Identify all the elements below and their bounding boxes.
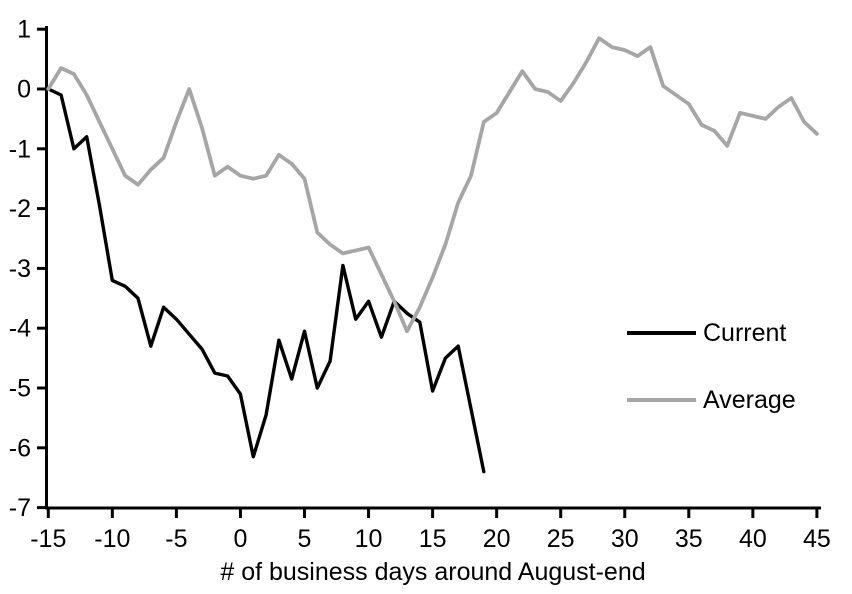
y-tick-label: -3	[9, 255, 31, 283]
y-tick-label: -7	[9, 494, 31, 522]
legend-label-current: Current	[703, 319, 787, 347]
legend-label-average: Average	[703, 386, 796, 414]
y-tick-label: 1	[17, 16, 31, 44]
legend-swatch-current-line	[627, 331, 696, 335]
legend-item-current: Current	[627, 319, 786, 347]
y-tick-label: -6	[9, 434, 31, 462]
x-tick-label: 45	[803, 525, 831, 553]
x-tick-label: 20	[483, 525, 511, 553]
series-line-average	[46, 36, 819, 334]
y-tick-label: -4	[9, 315, 31, 343]
x-tick-label: 25	[547, 525, 575, 553]
legend-item-average: Average	[627, 386, 796, 414]
x-tick-label: 35	[675, 525, 703, 553]
y-tick-label: -5	[9, 375, 31, 403]
x-tick-label: 10	[355, 525, 383, 553]
x-tick-label: -10	[94, 525, 130, 553]
x-tick-label: -5	[165, 525, 187, 553]
series-line-current	[46, 87, 486, 474]
x-tick-label: 5	[298, 525, 312, 553]
x-tick-label: 0	[233, 525, 247, 553]
y-tick-label: 0	[17, 76, 31, 104]
legend-swatch-average-line	[627, 398, 696, 402]
x-tick-label: 15	[419, 525, 447, 553]
x-tick-label: 40	[739, 525, 767, 553]
y-tick-label: -1	[9, 135, 31, 163]
x-axis-title: # of business days around August-end	[220, 558, 645, 586]
x-tick-label: -15	[30, 525, 66, 553]
y-tick-label: -2	[9, 195, 31, 223]
x-tick-label: 30	[611, 525, 639, 553]
